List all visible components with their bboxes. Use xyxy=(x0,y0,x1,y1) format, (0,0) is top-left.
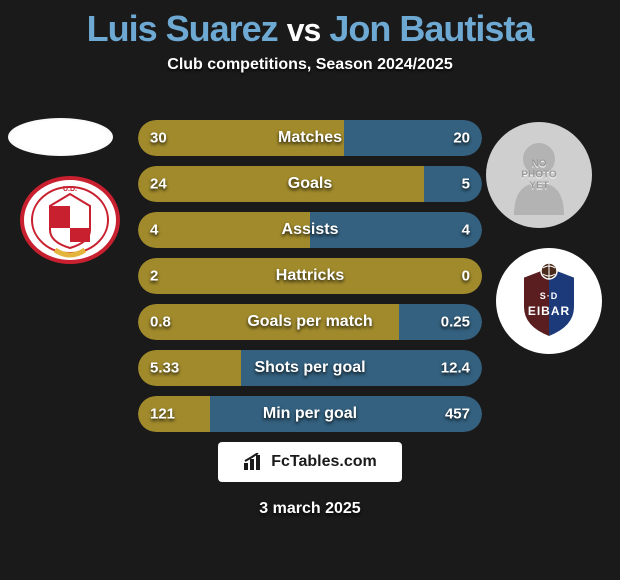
subtitle: Club competitions, Season 2024/2025 xyxy=(0,56,620,74)
stat-value-right: 457 xyxy=(445,406,470,423)
fctables-watermark: FcTables.com xyxy=(218,442,402,482)
stat-value-left: 0.8 xyxy=(150,314,171,331)
player1-name: Luis Suarez xyxy=(87,8,278,49)
stat-row: Goals per match 0.8 0.25 xyxy=(138,304,482,340)
vs-text: vs xyxy=(287,12,321,48)
stat-value-right: 4 xyxy=(462,222,470,239)
stat-value-left: 30 xyxy=(150,130,167,147)
eibar-badge-icon: S·D EIBAR xyxy=(509,261,589,341)
stat-label: Assists xyxy=(282,221,339,239)
stat-label: Goals per match xyxy=(247,313,372,331)
stat-value-left: 24 xyxy=(150,176,167,193)
player2-club-badge: S·D EIBAR xyxy=(496,248,602,354)
stat-label: Hattricks xyxy=(276,267,344,285)
stat-row: Assists 4 4 xyxy=(138,212,482,248)
stat-value-left: 5.33 xyxy=(150,360,179,377)
player1-photo xyxy=(8,118,113,156)
stat-value-right: 5 xyxy=(462,176,470,193)
no-photo-label: NOPHOTOYET xyxy=(521,159,556,192)
stat-value-left: 121 xyxy=(150,406,175,423)
fctables-text: FcTables.com xyxy=(271,453,377,471)
fctables-chart-icon xyxy=(243,453,265,471)
stat-row: Matches 30 20 xyxy=(138,120,482,156)
stat-row: Goals 24 5 xyxy=(138,166,482,202)
stat-row: Shots per goal 5.33 12.4 xyxy=(138,350,482,386)
comparison-title: Luis Suarez vs Jon Bautista xyxy=(0,8,620,50)
player1-club-badge: U.D. xyxy=(20,176,120,264)
date-label: 3 march 2025 xyxy=(259,500,360,518)
bar-left xyxy=(138,166,424,202)
stat-value-left: 4 xyxy=(150,222,158,239)
stat-value-right: 20 xyxy=(453,130,470,147)
stat-value-right: 0 xyxy=(462,268,470,285)
stat-label: Matches xyxy=(278,129,342,147)
stat-label: Shots per goal xyxy=(254,359,365,377)
stat-label: Min per goal xyxy=(263,405,357,423)
svg-text:EIBAR: EIBAR xyxy=(528,304,570,318)
svg-text:U.D.: U.D. xyxy=(63,186,77,193)
stat-label: Goals xyxy=(288,175,332,193)
title-block: Luis Suarez vs Jon Bautista Club competi… xyxy=(0,0,620,74)
stats-chart: Matches3020Goals245Assists44Hattricks20G… xyxy=(138,120,482,442)
stat-value-right: 12.4 xyxy=(441,360,470,377)
player2-name: Jon Bautista xyxy=(329,8,533,49)
svg-text:S·D: S·D xyxy=(540,291,559,301)
bar-right xyxy=(424,166,482,202)
stat-value-right: 0.25 xyxy=(441,314,470,331)
almeria-badge-icon: U.D. xyxy=(20,176,120,264)
stat-row: Hattricks 2 0 xyxy=(138,258,482,294)
player2-photo: NOPHOTOYET xyxy=(486,122,592,228)
stat-value-left: 2 xyxy=(150,268,158,285)
stat-row: Min per goal 121 457 xyxy=(138,396,482,432)
